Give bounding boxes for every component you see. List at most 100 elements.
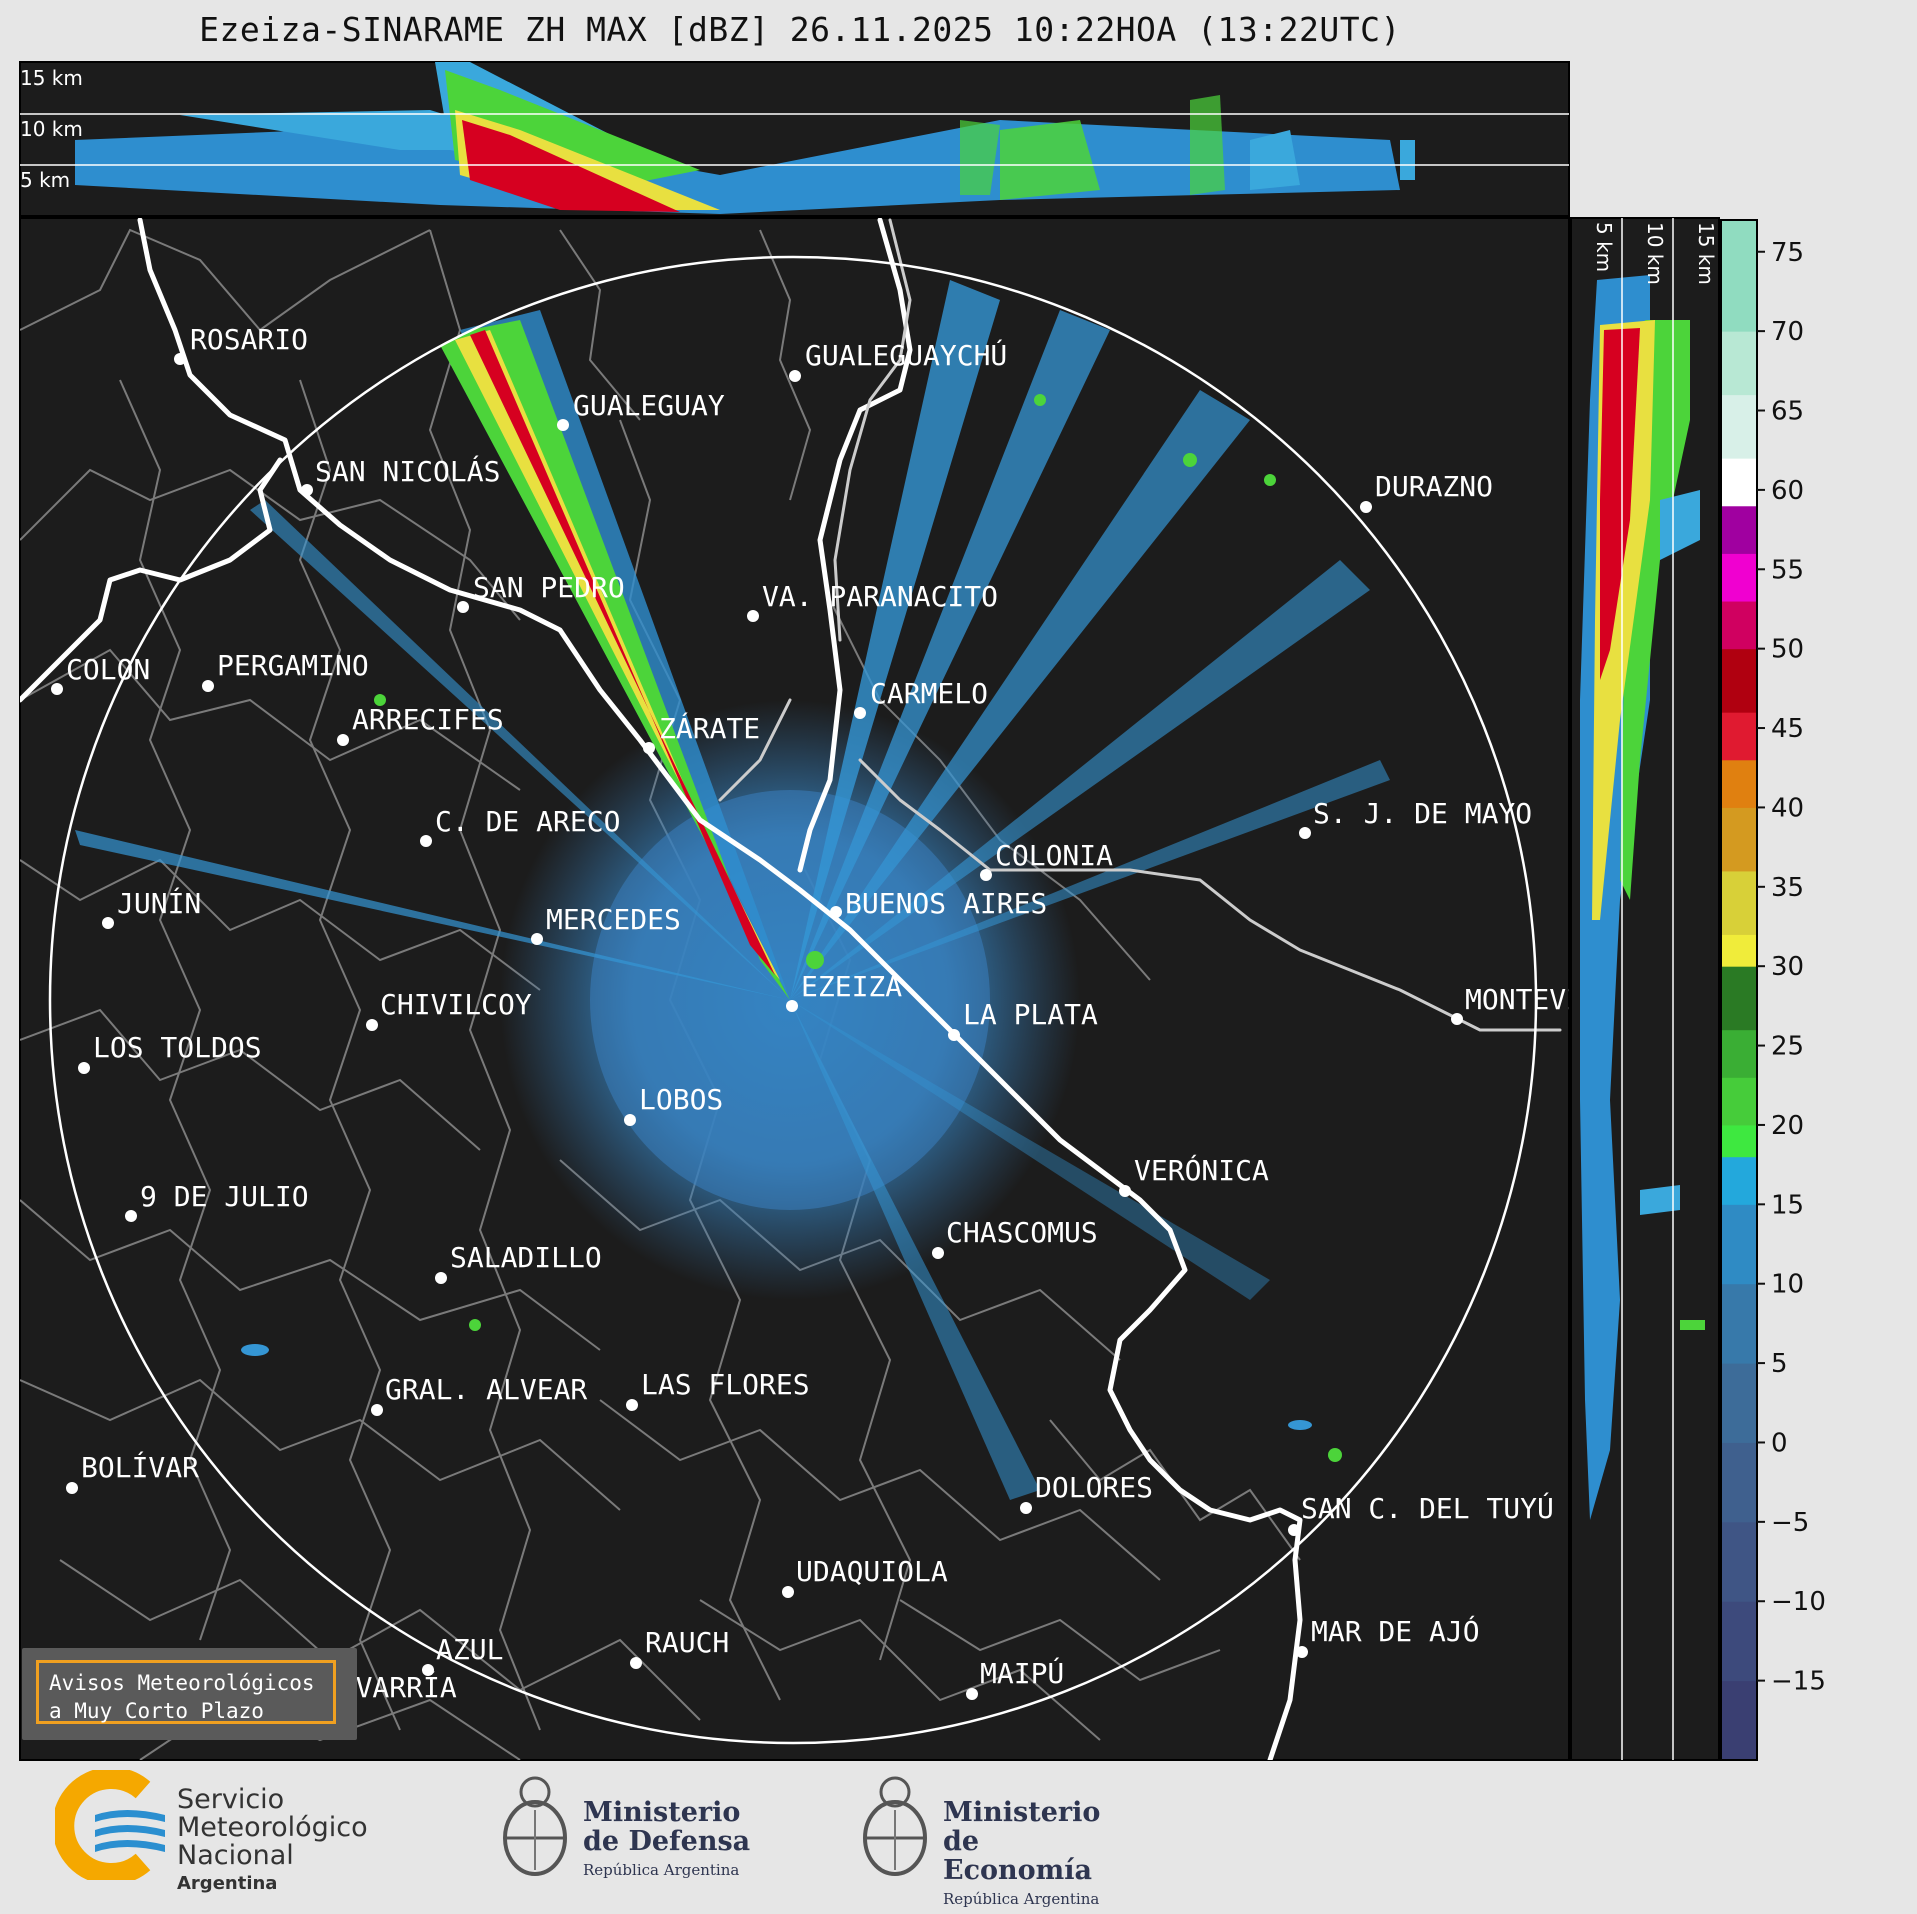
svg-text:LA PLATA: LA PLATA bbox=[963, 998, 1098, 1031]
colorbar-segment bbox=[1721, 759, 1757, 808]
svg-text:CHIVILCOY: CHIVILCOY bbox=[380, 988, 532, 1021]
colorbar-tick-label: 15 bbox=[1771, 1190, 1804, 1220]
city-rauch: RAUCH bbox=[630, 1626, 729, 1669]
colorbar-segment bbox=[1721, 1363, 1757, 1443]
city-durazno: DURAZNO bbox=[1360, 470, 1493, 513]
svg-text:UDAQUIOLA: UDAQUIOLA bbox=[796, 1555, 948, 1588]
svg-text:VERÓNICA: VERÓNICA bbox=[1134, 1153, 1269, 1187]
city-s-j-de-mayo: S. J. DE MAYO bbox=[1299, 797, 1532, 839]
city-san-c-del-tuyu: SAN C. DEL TUYÚ bbox=[1288, 1491, 1554, 1536]
economia-logo: Ministerio de Economía República Argenti… bbox=[855, 1770, 1115, 1908]
svg-text:ARRECIFES: ARRECIFES bbox=[352, 703, 504, 736]
city-chascomus: CHASCOMUS bbox=[932, 1216, 1098, 1259]
warning-banner[interactable]: Avisos Meteorológicos a Muy Corto Plazo bbox=[22, 1648, 357, 1740]
city-san-pedro: SAN PEDRO bbox=[457, 571, 625, 613]
colorbar-segment bbox=[1721, 220, 1757, 332]
smn-logo: Servicio Meteorológico Nacional Argentin… bbox=[52, 1767, 395, 1894]
city-las-flores: LAS FLORES bbox=[626, 1368, 810, 1411]
city-azul: AZUL bbox=[422, 1633, 503, 1676]
city-saladillo: SALADILLO bbox=[435, 1241, 602, 1284]
city-gualeguaychu: GUALEGUAYCHÚ bbox=[789, 338, 1007, 382]
colorbar-segment bbox=[1721, 1156, 1757, 1205]
svg-text:COLONIA: COLONIA bbox=[995, 839, 1113, 872]
svg-text:LOS TOLDOS: LOS TOLDOS bbox=[93, 1031, 262, 1064]
city-arrecifes: ARRECIFES bbox=[337, 703, 504, 746]
colorbar-tick-label: 5 bbox=[1771, 1349, 1788, 1379]
colorbar-segment bbox=[1721, 1601, 1757, 1682]
radar-echoes bbox=[75, 280, 1390, 1500]
defensa-sub: República Argentina bbox=[583, 1861, 740, 1879]
svg-text:SALADILLO: SALADILLO bbox=[450, 1241, 602, 1274]
city-carmelo: CARMELO bbox=[854, 677, 988, 719]
colorbar-segment bbox=[1721, 648, 1757, 713]
top-height-label-5: 5 km bbox=[20, 168, 70, 192]
colorbar-tick-label: 50 bbox=[1771, 635, 1804, 665]
colorbar-segment bbox=[1721, 807, 1757, 872]
colorbar-segment bbox=[1721, 331, 1757, 396]
colorbar-tick-label: 10 bbox=[1771, 1270, 1804, 1300]
svg-text:MAIPÚ: MAIPÚ bbox=[980, 1656, 1064, 1690]
side-height-label-5: 5 km bbox=[1592, 222, 1616, 272]
svg-text:S. J. DE MAYO: S. J. DE MAYO bbox=[1313, 797, 1532, 830]
svg-text:EZEIZA: EZEIZA bbox=[801, 970, 902, 1003]
warning-line-1: Avisos Meteorológicos bbox=[49, 1671, 315, 1695]
side-height-panel: 5 km 10 km 15 km bbox=[1570, 217, 1720, 1761]
colorbar-segment bbox=[1721, 966, 1757, 1031]
colorbar-segment bbox=[1721, 1680, 1757, 1761]
city-9-de-julio: 9 DE JULIO bbox=[125, 1180, 309, 1222]
economia-line1: Ministerio bbox=[943, 1797, 1101, 1828]
city-bolivar: BOLÍVAR bbox=[66, 1450, 199, 1494]
svg-text:C. DE ARECO: C. DE ARECO bbox=[435, 805, 620, 838]
city-zarate: ZÁRATE bbox=[643, 711, 760, 754]
smn-name-line3: Nacional bbox=[177, 1840, 294, 1871]
svg-text:GUALEGUAY: GUALEGUAY bbox=[573, 389, 725, 422]
svg-text:ZÁRATE: ZÁRATE bbox=[659, 711, 760, 745]
svg-text:RAUCH: RAUCH bbox=[645, 1626, 729, 1659]
colorbar-tick-label: −10 bbox=[1771, 1587, 1826, 1617]
svg-text:MERCEDES: MERCEDES bbox=[546, 903, 681, 936]
svg-text:CHASCOMUS: CHASCOMUS bbox=[946, 1216, 1098, 1249]
city-rosario: ROSARIO bbox=[174, 323, 308, 365]
colorbar-segment bbox=[1721, 1442, 1757, 1523]
city-mar-de-ajo: MAR DE AJÓ bbox=[1296, 1614, 1480, 1658]
svg-text:JUNÍN: JUNÍN bbox=[117, 886, 201, 920]
national-shield-icon bbox=[503, 1776, 567, 1876]
colorbar-segment bbox=[1721, 934, 1757, 967]
colorbar-segment bbox=[1721, 1204, 1757, 1285]
city-veronica: VERÓNICA bbox=[1119, 1153, 1269, 1197]
colorbar-tick-label: 60 bbox=[1771, 476, 1804, 506]
city-udaquiola: UDAQUIOLA bbox=[782, 1555, 948, 1598]
city-montevideo: MONTEVIDEO bbox=[1451, 983, 1569, 1025]
smn-name-line1: Servicio bbox=[177, 1784, 285, 1815]
defensa-logo: Ministerio de Defensa República Argentin… bbox=[495, 1770, 755, 1890]
colorbar-tick-label: 25 bbox=[1771, 1032, 1804, 1062]
colorbar-tick-label: 20 bbox=[1771, 1111, 1804, 1141]
city-chivilcoy: CHIVILCOY bbox=[366, 988, 532, 1031]
colorbar-tick-label: 45 bbox=[1771, 714, 1804, 744]
svg-text:9 DE JULIO: 9 DE JULIO bbox=[140, 1180, 309, 1213]
colorbar-tick-label: 55 bbox=[1771, 555, 1804, 585]
svg-text:LAS FLORES: LAS FLORES bbox=[641, 1368, 810, 1401]
city-gualeguay: GUALEGUAY bbox=[557, 389, 725, 431]
side-height-label-15: 15 km bbox=[1694, 222, 1718, 285]
colorbar-segment bbox=[1721, 1077, 1757, 1126]
smn-country: Argentina bbox=[177, 1873, 278, 1894]
svg-text:GUALEGUAYCHÚ: GUALEGUAYCHÚ bbox=[805, 338, 1007, 372]
top-height-label-15: 15 km bbox=[20, 66, 83, 90]
svg-text:SAN C. DEL TUYÚ: SAN C. DEL TUYÚ bbox=[1301, 1491, 1554, 1525]
svg-text:MAR DE AJÓ: MAR DE AJÓ bbox=[1311, 1614, 1480, 1648]
city-los-toldos: LOS TOLDOS bbox=[78, 1031, 262, 1074]
city-c-de-areco: C. DE ARECO bbox=[420, 805, 620, 847]
city-va-paranacito: VA. PARANACITO bbox=[747, 580, 998, 622]
city-lobos: LOBOS bbox=[624, 1083, 723, 1126]
radar-map: ROSARIO GUALEGUAYCHÚ GUALEGUAY SAN NICOL… bbox=[19, 217, 1570, 1761]
city-maipu: MAIPÚ bbox=[966, 1656, 1064, 1700]
colorbar-segment bbox=[1721, 1124, 1757, 1158]
city-mercedes: MERCEDES bbox=[531, 903, 681, 945]
svg-text:SAN PEDRO: SAN PEDRO bbox=[473, 571, 625, 604]
colorbar-segment bbox=[1721, 870, 1757, 935]
svg-text:VA. PARANACITO: VA. PARANACITO bbox=[762, 580, 998, 613]
svg-text:DOLORES: DOLORES bbox=[1035, 1471, 1153, 1504]
colorbar-segment bbox=[1721, 1029, 1757, 1078]
colorbar-tick-label: 35 bbox=[1771, 873, 1804, 903]
